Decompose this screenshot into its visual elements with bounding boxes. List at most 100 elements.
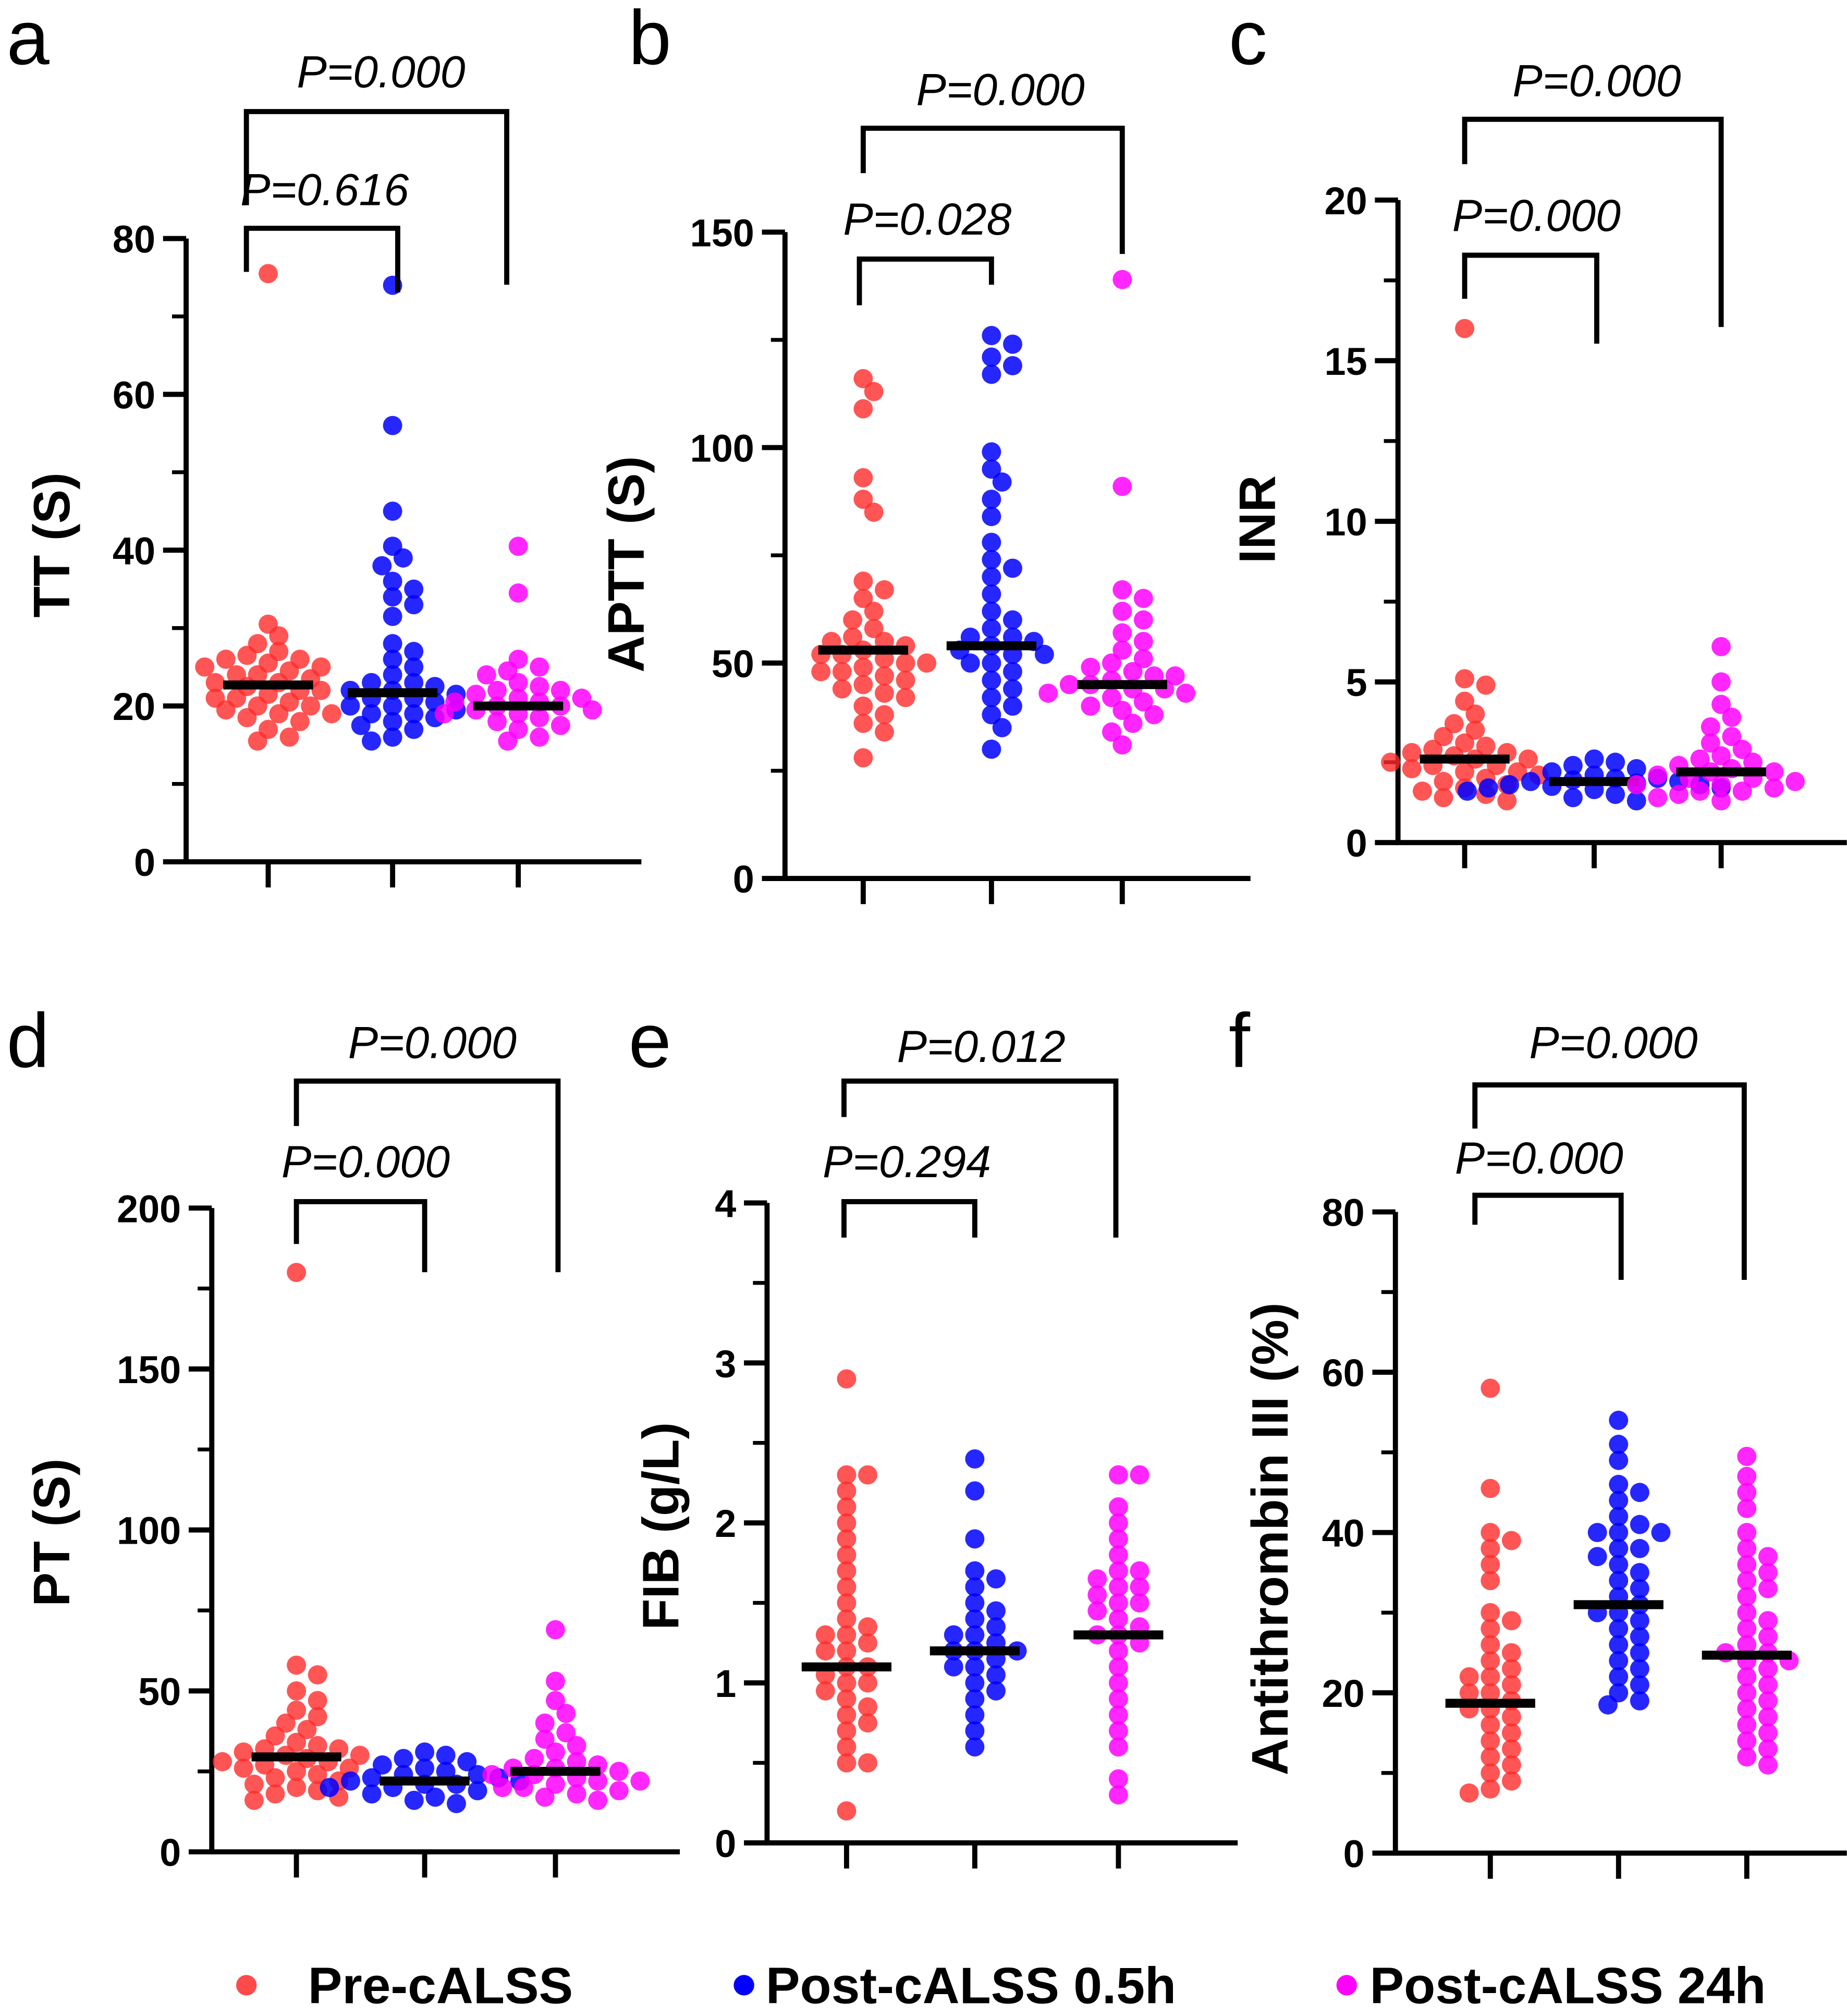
y-tick-label: 60 xyxy=(113,373,155,417)
data-point xyxy=(351,716,371,735)
data-point xyxy=(864,503,884,522)
data-point xyxy=(837,1465,857,1485)
legend-label-pre: Pre-cALSS xyxy=(308,1957,573,2014)
y-tick-label: 0 xyxy=(160,1831,181,1874)
data-point xyxy=(487,680,507,700)
data-point xyxy=(308,1665,327,1684)
data-point xyxy=(858,1633,877,1653)
data-point xyxy=(1458,781,1477,801)
data-point xyxy=(244,1790,264,1810)
data-point xyxy=(287,1681,307,1701)
data-point xyxy=(896,688,915,707)
data-point xyxy=(630,1771,650,1791)
data-point xyxy=(535,1729,555,1749)
data-point xyxy=(875,683,894,703)
y-tick-label: 80 xyxy=(1322,1191,1365,1235)
data-point xyxy=(551,716,570,735)
data-point xyxy=(1434,788,1453,808)
data-point xyxy=(1481,1635,1500,1655)
y-tick-label: 150 xyxy=(117,1348,181,1391)
data-point xyxy=(875,722,894,742)
data-point xyxy=(1732,781,1752,801)
y-axis-label: Antithrombin III (%) xyxy=(1241,1302,1299,1775)
data-point xyxy=(1108,1465,1128,1485)
data-point xyxy=(404,673,424,692)
data-point xyxy=(982,532,1001,552)
data-point xyxy=(340,696,360,716)
data-point xyxy=(864,602,884,621)
data-point xyxy=(415,1758,435,1778)
panel-letter: d xyxy=(7,998,50,1084)
data-point xyxy=(960,653,980,673)
data-point xyxy=(1630,1579,1649,1598)
data-point xyxy=(383,502,402,521)
data-point xyxy=(1711,672,1731,692)
data-point xyxy=(1497,791,1517,811)
data-point xyxy=(1651,1523,1671,1543)
data-point xyxy=(837,1561,857,1581)
data-point xyxy=(588,1790,608,1810)
p-value-label: P=0.028 xyxy=(843,194,1011,245)
data-point xyxy=(1609,1555,1629,1574)
data-point xyxy=(1648,765,1668,785)
y-tick-label: 20 xyxy=(1322,1672,1365,1715)
data-point xyxy=(965,1705,985,1725)
data-point xyxy=(468,1765,487,1785)
data-point xyxy=(1764,778,1784,798)
y-tick-label: 20 xyxy=(113,685,155,728)
data-point xyxy=(383,416,402,435)
significance-bracket xyxy=(243,225,400,292)
data-point xyxy=(1737,1731,1757,1751)
data-point xyxy=(1130,1465,1149,1485)
data-point xyxy=(476,665,496,685)
data-point xyxy=(1630,1514,1649,1534)
data-point xyxy=(265,1784,285,1804)
data-point xyxy=(1758,1579,1778,1598)
data-point xyxy=(447,1794,466,1813)
data-point xyxy=(1130,1593,1149,1613)
data-point xyxy=(1481,1683,1500,1703)
data-point xyxy=(1087,1601,1107,1621)
data-point xyxy=(1501,1707,1521,1727)
data-point xyxy=(383,650,402,669)
data-point xyxy=(308,1736,327,1755)
data-point xyxy=(875,580,894,600)
data-point xyxy=(832,662,852,681)
data-point xyxy=(1108,1561,1128,1581)
data-point xyxy=(837,1593,857,1613)
data-point xyxy=(864,619,884,639)
data-point xyxy=(1003,334,1022,354)
data-point xyxy=(982,326,1001,346)
data-point xyxy=(508,583,528,603)
p-value-label: P=0.000 xyxy=(297,47,465,97)
y-tick-label: 20 xyxy=(1325,179,1367,223)
significance-bracket xyxy=(1462,252,1599,344)
data-point xyxy=(1003,356,1022,375)
data-point xyxy=(864,382,884,401)
data-point xyxy=(588,1771,608,1791)
data-point xyxy=(1476,675,1496,695)
data-point xyxy=(372,1755,392,1775)
y-tick-label: 5 xyxy=(1346,661,1367,704)
data-point xyxy=(1722,707,1742,727)
data-point xyxy=(269,626,289,646)
data-point xyxy=(1412,781,1432,801)
data-point xyxy=(1059,675,1079,694)
data-point xyxy=(1626,759,1646,778)
data-point xyxy=(1108,1529,1128,1549)
data-point xyxy=(383,587,402,607)
data-point xyxy=(853,696,873,716)
data-point xyxy=(1521,772,1540,791)
significance-bracket xyxy=(1472,1082,1747,1280)
data-point xyxy=(1609,1619,1629,1639)
data-point xyxy=(567,1736,586,1755)
data-point xyxy=(1381,752,1400,772)
data-point xyxy=(965,1673,985,1693)
data-point xyxy=(362,1768,382,1788)
y-axis-label: APTT (S) xyxy=(597,456,655,673)
y-tick-label: 0 xyxy=(715,1822,736,1865)
data-point xyxy=(1455,733,1475,753)
data-point xyxy=(1112,623,1132,643)
data-point xyxy=(1630,1691,1649,1710)
